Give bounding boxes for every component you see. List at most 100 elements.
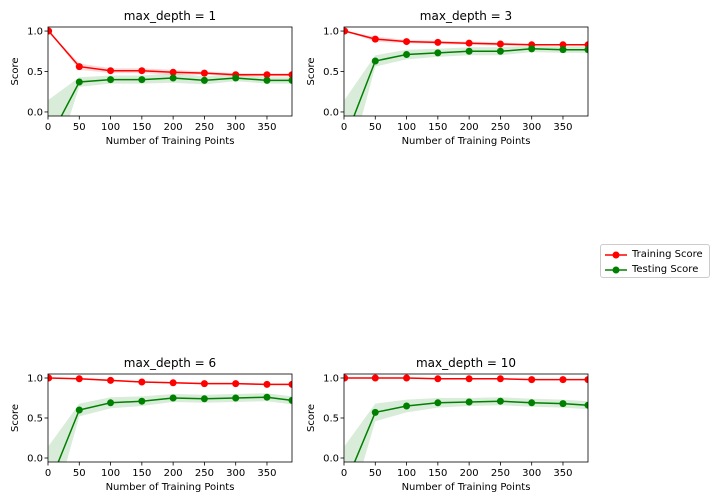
y-axis-label: Score: [10, 404, 21, 432]
x-tick-label: 200: [164, 468, 183, 479]
legend-label-testing: Testing Score: [632, 264, 699, 275]
subplot-3: 0 50 100 150 200 250 300 350 0.0 0.5 1.0 max_depth …: [306, 356, 589, 493]
data-point-training: [107, 376, 115, 384]
data-point-training: [371, 374, 379, 382]
plot-area: [341, 374, 588, 490]
data-point-training: [169, 68, 177, 76]
x-tick-label: 250: [491, 122, 510, 133]
y-tick-label: 1.0: [323, 27, 339, 38]
data-point-training: [496, 375, 504, 383]
x-tick-label: 300: [522, 122, 541, 133]
plot-area: [341, 27, 588, 144]
data-point-testing: [200, 76, 208, 84]
x-tick-label: 300: [226, 468, 245, 479]
y-tick-label: 0.5: [323, 67, 339, 78]
data-point-testing: [45, 483, 52, 490]
x-tick-label: 50: [369, 468, 382, 479]
data-point-testing: [403, 402, 411, 410]
x-tick-label: 300: [226, 122, 245, 133]
legend-swatch-testing: [605, 266, 627, 274]
data-point-training: [344, 27, 349, 35]
data-point-testing: [200, 395, 208, 403]
x-tick-label: 100: [397, 468, 416, 479]
y-tick-label: 0.0: [27, 454, 43, 465]
data-point-training: [75, 375, 83, 383]
subplot-title: max_depth = 10: [416, 356, 516, 370]
data-point-training: [434, 375, 442, 383]
x-tick-label: 0: [45, 122, 51, 133]
x-tick-label: 50: [73, 122, 86, 133]
data-point-testing: [559, 46, 567, 54]
y-axis-label: Score: [10, 57, 21, 85]
x-tick-label: 0: [341, 122, 347, 133]
data-point-testing: [434, 399, 442, 407]
data-point-testing: [169, 74, 177, 82]
data-point-testing: [288, 396, 292, 404]
data-point-training: [138, 378, 146, 386]
data-point-testing: [288, 76, 292, 84]
x-tick-label: 150: [428, 122, 447, 133]
data-point-testing: [341, 483, 348, 490]
x-tick-label: 150: [132, 468, 151, 479]
x-tick-label: 300: [522, 468, 541, 479]
data-point-testing: [341, 137, 348, 144]
legend-swatch-training: [605, 251, 627, 259]
x-tick-label: 200: [460, 468, 479, 479]
data-point-training: [403, 38, 411, 46]
y-tick-label: 0.5: [323, 414, 339, 425]
y-axis-label: Score: [306, 57, 317, 85]
x-axis-label: Number of Training Points: [106, 482, 235, 493]
x-tick-label: 250: [195, 468, 214, 479]
data-point-training: [559, 41, 567, 49]
data-point-training: [169, 379, 177, 387]
x-tick-label: 350: [257, 122, 276, 133]
x-tick-label: 100: [101, 122, 120, 133]
x-tick-label: 100: [101, 468, 120, 479]
data-point-testing: [496, 397, 504, 405]
x-tick-label: 0: [341, 468, 347, 479]
data-point-testing: [528, 45, 536, 53]
data-point-testing: [496, 47, 504, 55]
data-point-testing: [263, 76, 271, 84]
data-point-testing: [75, 78, 83, 86]
y-tick-label: 1.0: [27, 27, 43, 38]
y-axis-label: Score: [306, 404, 317, 432]
y-tick-label: 0.5: [27, 67, 43, 78]
data-point-training: [138, 67, 146, 75]
data-point-testing: [107, 399, 115, 407]
data-point-training: [232, 380, 240, 388]
chart-legend: Training Score Testing Score: [600, 244, 710, 278]
x-tick-label: 50: [369, 122, 382, 133]
x-tick-label: 350: [553, 122, 572, 133]
data-point-testing: [232, 74, 240, 82]
data-point-testing: [138, 397, 146, 405]
y-tick-label: 0.0: [323, 454, 339, 465]
data-point-training: [584, 376, 588, 384]
data-point-testing: [465, 398, 473, 406]
confidence-band-training: [48, 31, 292, 77]
data-point-training: [288, 71, 292, 79]
data-point-testing: [169, 394, 177, 402]
axes-frame: [47, 373, 293, 463]
data-point-training: [559, 376, 567, 384]
x-tick-label: 50: [73, 468, 86, 479]
data-point-training: [434, 38, 442, 46]
data-point-testing: [584, 46, 588, 54]
data-point-testing: [403, 51, 411, 59]
data-point-testing: [371, 408, 379, 416]
data-point-training: [200, 69, 208, 77]
y-tick-label: 0.0: [27, 107, 43, 118]
data-point-training: [107, 67, 115, 75]
data-point-testing: [434, 49, 442, 57]
data-point-training: [403, 374, 411, 382]
subplot-1: 0 50 100 150 200 250 300 350 0.0 0.5 1.0 max_depth …: [306, 9, 589, 147]
subplot-title: max_depth = 1: [124, 9, 216, 23]
data-point-training: [465, 375, 473, 383]
plot-area: [48, 27, 292, 116]
x-tick-label: 150: [132, 122, 151, 133]
y-tick-label: 0.5: [27, 414, 43, 425]
x-tick-label: 0: [45, 468, 51, 479]
data-point-training: [200, 380, 208, 388]
data-point-testing: [465, 47, 473, 55]
